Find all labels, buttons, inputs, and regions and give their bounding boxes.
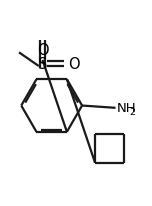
Text: O: O (37, 43, 48, 58)
Text: O: O (68, 57, 79, 72)
Text: NH: NH (116, 102, 136, 115)
Text: 2: 2 (129, 107, 135, 116)
Text: S: S (38, 57, 47, 72)
